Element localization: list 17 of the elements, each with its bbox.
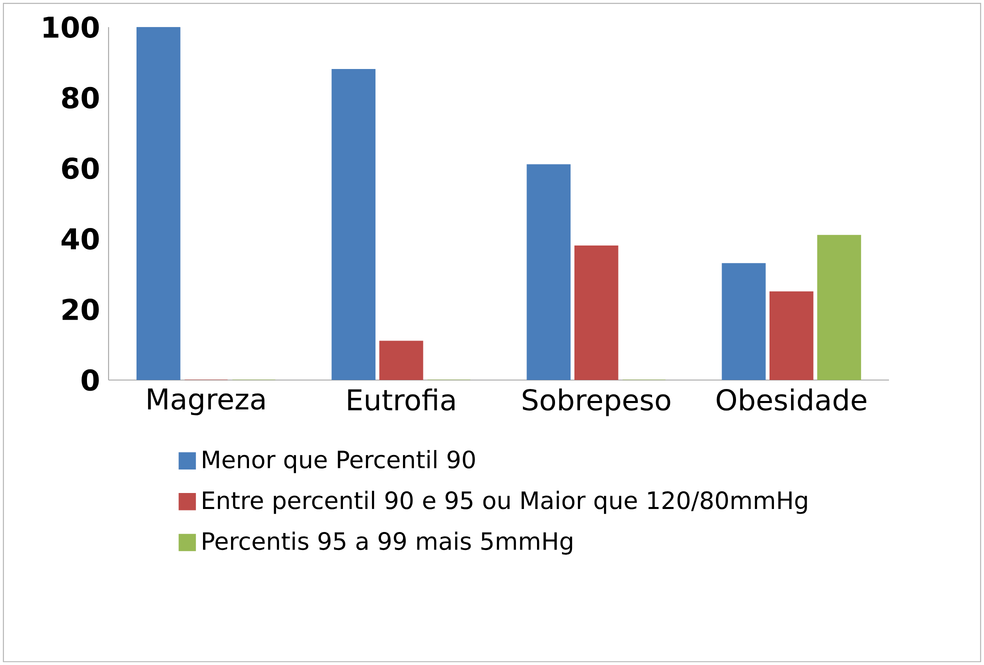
legend-label: Percentis 95 a 99 mais 5mmHg [203, 532, 572, 555]
y-tick-label: 60 [62, 157, 99, 180]
y-tick-label: 40 [62, 228, 99, 250]
y-tick-label: 80 [62, 86, 99, 109]
x-tick-label: Eutrofia [348, 388, 454, 411]
x-tick-label: Sobrepeso [522, 388, 670, 416]
x-tick-label: Obesidade [716, 388, 866, 411]
legend-label: Entre percentil 90 e 95 ou Maior que 120/80mmHg [203, 490, 807, 514]
bar [722, 263, 766, 380]
legend-label: Menor que Percentil 90 [203, 450, 475, 474]
bar [526, 164, 571, 380]
bar [332, 68, 376, 380]
y-tick-label: 20 [62, 298, 99, 320]
x-tick-label: Magreza [148, 388, 264, 416]
y-tick-label: 100 [44, 16, 99, 38]
y-tick-label: 0 [82, 369, 99, 391]
bar [136, 27, 180, 380]
